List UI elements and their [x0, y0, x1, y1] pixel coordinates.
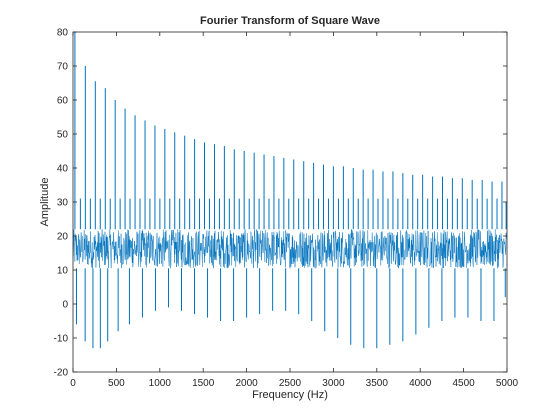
- y-tick-label: 10: [57, 266, 69, 277]
- x-tick-label: 500: [108, 378, 125, 389]
- y-tick-label: 80: [57, 28, 69, 39]
- y-axis-label: Amplitude: [39, 178, 51, 227]
- x-tick-label: 1000: [149, 378, 172, 389]
- x-tick-label: 4500: [452, 378, 475, 389]
- x-tick-label: 5000: [496, 378, 519, 389]
- y-tick-label: 60: [57, 96, 69, 107]
- x-axis-label: Frequency (Hz): [252, 389, 328, 401]
- y-tick-label: 50: [57, 130, 69, 141]
- y-tick-label: 20: [57, 232, 69, 243]
- axis-ticks: 0 500 1000 1500 2000 2500 3000 3500 4000 4500 5000…: [54, 28, 519, 390]
- plot-layer: [72, 32, 508, 349]
- y-tick-label: 30: [57, 198, 69, 209]
- y-tick-label: 0: [62, 300, 68, 311]
- noise-band-trace: [72, 229, 508, 270]
- x-tick-label: 3000: [322, 378, 345, 389]
- chart-title: Fourier Transform of Square Wave: [200, 15, 380, 27]
- x-tick-label: 2500: [279, 378, 302, 389]
- y-tick-label: 40: [57, 164, 69, 175]
- x-tick-label: 4000: [409, 378, 432, 389]
- y-tick-label: -10: [54, 334, 69, 345]
- x-tick-label: 2000: [235, 378, 258, 389]
- y-tick-label: 70: [57, 62, 69, 73]
- x-tick-label: 3500: [366, 378, 389, 389]
- x-tick-label: 0: [70, 378, 76, 389]
- x-tick-label: 1500: [192, 378, 215, 389]
- y-tick-label: -20: [54, 368, 69, 379]
